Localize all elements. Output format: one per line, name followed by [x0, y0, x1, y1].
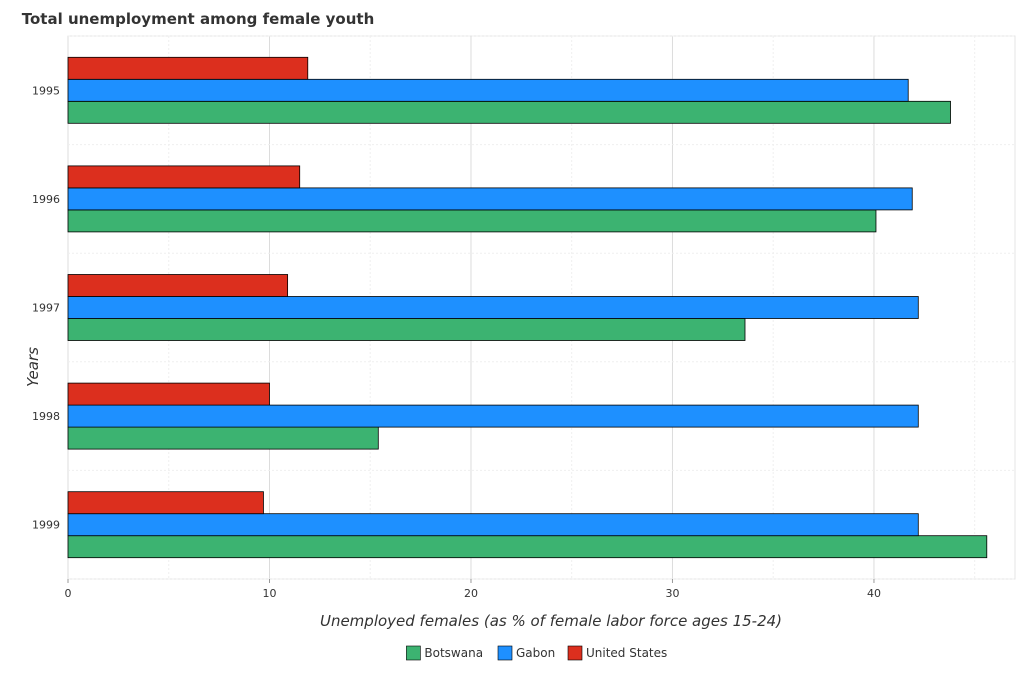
y-tick-labels: 1995 1996 1997 1998 1999 — [32, 84, 60, 531]
y-axis-title: Years — [24, 347, 42, 387]
bar-botswana — [67, 535, 988, 559]
bar-united-states — [67, 56, 309, 80]
legend-label: Botswana — [424, 646, 483, 660]
x-tick-label: 10 — [262, 587, 276, 600]
bar-botswana — [67, 209, 877, 233]
bar-botswana — [67, 318, 746, 341]
legend-label: Gabon — [516, 646, 555, 660]
legend-swatch — [497, 645, 513, 661]
x-tick-labels: 0 10 20 30 40 — [65, 579, 881, 600]
legend-label: United States — [586, 646, 667, 660]
bars — [67, 56, 988, 559]
bar-botswana — [67, 426, 379, 450]
x-tick-label: 0 — [65, 587, 72, 600]
y-tick-label: 1998 — [32, 410, 60, 423]
bar-gabon — [67, 296, 919, 319]
x-axis-title: Unemployed females (as % of female labor… — [320, 612, 782, 630]
bar-gabon — [67, 78, 909, 102]
y-tick-label: 1996 — [32, 193, 60, 206]
legend-swatch — [406, 645, 421, 661]
bar-gabon — [67, 187, 913, 211]
x-tick-label: 20 — [464, 587, 478, 600]
x-tick-label: 30 — [665, 587, 679, 600]
y-tick-label: 1999 — [32, 519, 60, 532]
bar-botswana — [67, 100, 951, 124]
bar-gabon — [67, 513, 919, 537]
grid — [67, 35, 1016, 580]
bar-united-states — [67, 382, 270, 406]
y-tick-label: 1995 — [32, 84, 60, 97]
legend: Botswana Gabon United States — [406, 645, 667, 661]
bar-united-states — [67, 165, 301, 189]
x-tick-label: 40 — [867, 587, 881, 600]
bar-united-states — [67, 491, 264, 515]
bar-gabon — [67, 404, 919, 428]
chart-title: Total unemployment among female youth — [22, 10, 375, 28]
y-tick-label: 1997 — [32, 302, 60, 315]
bar-united-states — [67, 274, 289, 297]
legend-swatch — [567, 645, 583, 661]
